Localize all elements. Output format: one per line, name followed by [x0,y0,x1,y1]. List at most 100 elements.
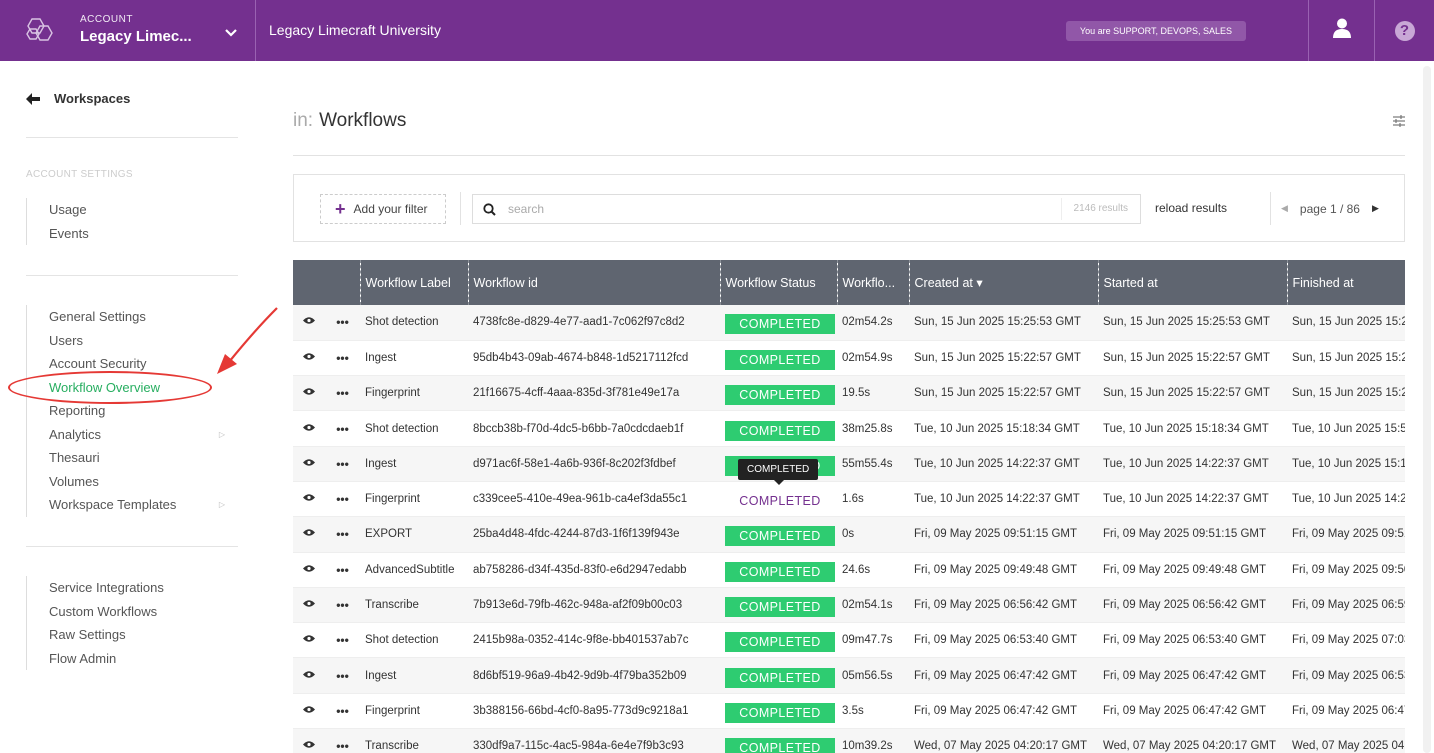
cell-started-at: Fri, 09 May 2025 06:53:40 GMT [1098,622,1287,659]
reload-results-button[interactable]: reload results [1155,201,1228,215]
more-actions-button[interactable]: ••• [325,375,360,412]
column-header-workflow-id[interactable]: Workflow id [467,260,720,305]
table-row[interactable]: ••• Fingerprint c339cee5-410e-49ea-961b-ca… [293,458,1405,518]
column-header-started-at[interactable]: Started at [1097,260,1287,305]
more-actions-button[interactable]: ••• [325,340,360,377]
view-button[interactable] [293,693,325,730]
cell-finished-at: Sun, 15 Jun 2025 15:25 [1287,340,1405,377]
sidebar-item-thesauri[interactable]: Thesauri [49,450,100,465]
section-title: ACCOUNT SETTINGS [26,169,133,180]
column-header-workflow-duration[interactable]: Workflo... [836,260,909,305]
sidebar-item-custom-workflows[interactable]: Custom Workflows [49,603,158,619]
sidebar-item-workspace-templates[interactable]: Workspace Templates ▷ [27,493,233,517]
next-page-icon[interactable]: ▶ [1371,203,1379,213]
sidebar-item-flow-admin[interactable]: Flow Admin [49,650,117,666]
more-actions-button[interactable]: ••• [325,481,360,518]
table-row[interactable]: ••• Transcribe 7b913e6d-79fb-462c-948a-af2… [293,587,1405,624]
table-row[interactable]: ••• Fingerprint 21f16675-4cff-4aaa-835d-3f… [293,375,1405,412]
sidebar-item-analytics[interactable]: Analytics ▷ [27,423,233,447]
more-actions-button[interactable]: ••• [325,728,360,753]
search-input[interactable] [508,202,1061,216]
sidebar-item-label: Analytics [49,426,102,442]
sidebar-item-events[interactable]: Events [49,225,89,241]
view-button[interactable] [293,410,325,447]
help-button[interactable]: ? [1374,0,1434,61]
more-dots-icon: ••• [336,456,349,471]
table-row[interactable]: ••• Shot detection 2415b98a-0352-414c-9f8e… [293,622,1405,659]
cell-workflow-label: Shot detection [360,410,468,447]
sidebar-item-reporting[interactable]: Reporting [49,403,106,418]
view-button[interactable] [293,657,325,694]
column-settings-icon[interactable] [1393,114,1405,132]
user-menu-button[interactable] [1308,0,1374,61]
back-to-workspaces[interactable]: Workspaces [26,91,130,106]
eye-icon [303,316,315,328]
cell-finished-at: Fri, 09 May 2025 09:50 [1287,552,1405,588]
eye-icon [303,352,315,364]
more-actions-button[interactable]: ••• [325,693,360,730]
view-button[interactable] [293,446,325,482]
cell-started-at: Tue, 10 Jun 2025 15:18:34 GMT [1098,410,1287,447]
more-actions-button[interactable]: ••• [325,552,360,588]
more-actions-button[interactable]: ••• [325,305,360,341]
cell-workflow-status: COMPLETED [720,693,837,730]
column-header-created-at[interactable]: Created at ▾ [908,260,1098,305]
status-badge: COMPLETED [725,314,835,335]
more-actions-button[interactable]: ••• [325,622,360,659]
cell-workflow-label: Fingerprint [360,693,468,730]
column-header-finished-at[interactable]: Finished at [1286,260,1405,305]
table-row[interactable]: ••• Fingerprint 3b388156-66bd-4cf0-8a95-77… [293,693,1405,730]
table-header-row: Workflow Label Workflow id Workflow Stat… [293,260,1405,305]
sidebar-item-general-settings[interactable]: General Settings [49,309,146,324]
table-row[interactable]: ••• Transcribe 330df9a7-115c-4ac5-984a-6e4… [293,728,1405,753]
account-switcher[interactable]: ACCOUNT Legacy Limec... [80,0,256,61]
view-button[interactable] [293,340,325,377]
view-button[interactable] [293,728,325,753]
sidebar-item-account-security[interactable]: Account Security [49,356,147,371]
app-title: Legacy Limecraft University [269,22,441,38]
cell-started-at: Fri, 09 May 2025 06:56:42 GMT [1098,587,1287,624]
limecraft-logo-icon[interactable] [0,0,80,61]
cell-workflow-duration: 24.6s [837,552,909,588]
table-row[interactable]: ••• AdvancedSubtitle ab758286-d34f-435d-83… [293,552,1405,588]
cell-workflow-status: COMPLETED COMPLETED [720,458,837,518]
cell-finished-at: Wed, 07 May 2025 04:31 [1287,728,1405,753]
add-filter-button[interactable]: + Add your filter [320,194,446,224]
cell-workflow-id: 2415b98a-0352-414c-9f8e-bb401537ab7c [468,622,720,659]
cell-workflow-label: Shot detection [360,622,468,659]
sidebar-item-usage[interactable]: Usage [49,202,87,217]
sidebar-item-users[interactable]: Users [49,332,83,348]
page-scrollbar[interactable] [1423,66,1431,753]
more-actions-button[interactable]: ••• [325,587,360,624]
prev-page-icon[interactable]: ◀ [1281,203,1288,213]
more-actions-button[interactable]: ••• [325,410,360,447]
more-dots-icon: ••• [336,633,349,648]
table-row[interactable]: ••• Ingest 95db4b43-09ab-4674-b848-1d52171… [293,340,1405,377]
view-button[interactable] [293,481,325,518]
view-button[interactable] [293,375,325,412]
main-content: in:Workflows + Add your filter 2146 resu… [293,61,1405,753]
sidebar-item-service-integrations[interactable]: Service Integrations [49,580,164,595]
view-button[interactable] [293,622,325,659]
view-button[interactable] [293,516,325,553]
cell-created-at: Fri, 09 May 2025 09:49:48 GMT [909,552,1098,588]
cell-workflow-duration: 0s [837,516,909,553]
column-header-workflow-label[interactable]: Workflow Label [359,260,468,305]
column-header-workflow-status[interactable]: Workflow Status [719,260,837,305]
table-row[interactable]: ••• Ingest d971ac6f-58e1-4a6b-936f-8c202f3… [293,446,1405,482]
cell-workflow-label: Ingest [360,657,468,694]
view-button[interactable] [293,305,325,341]
more-actions-button[interactable]: ••• [325,657,360,694]
table-row[interactable]: ••• EXPORT 25ba4d48-4fdc-4244-87d3-1f6f139… [293,516,1405,553]
more-actions-button[interactable]: ••• [325,516,360,553]
cell-created-at: Fri, 09 May 2025 06:53:40 GMT [909,622,1098,659]
view-button[interactable] [293,587,325,624]
table-row[interactable]: ••• Ingest 8d6bf519-96a9-4b42-9d9b-4f79ba3… [293,657,1405,694]
sidebar-item-volumes[interactable]: Volumes [49,473,99,489]
view-button[interactable] [293,552,325,588]
column-header [293,260,325,305]
table-row[interactable]: ••• Shot detection 4738fc8e-d829-4e77-aad1… [293,305,1405,341]
sidebar-item-raw-settings[interactable]: Raw Settings [49,627,126,642]
table-row[interactable]: ••• Shot detection 8bccb38b-f70d-4dc5-b6bb… [293,410,1405,447]
more-actions-button[interactable]: ••• [325,446,360,482]
